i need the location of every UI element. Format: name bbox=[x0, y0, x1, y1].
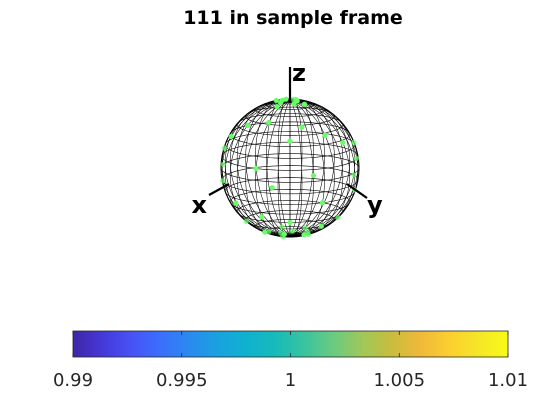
longitude-line bbox=[289, 98, 314, 236]
longitude-line bbox=[255, 100, 291, 237]
data-point bbox=[290, 96, 296, 102]
axis-z-label: z bbox=[292, 59, 306, 87]
data-point bbox=[269, 185, 275, 191]
data-point bbox=[274, 104, 280, 110]
data-point bbox=[266, 119, 272, 126]
chart-title: 111 in sample frame bbox=[183, 7, 403, 29]
data-point bbox=[304, 229, 311, 236]
data-point bbox=[220, 161, 226, 167]
data-point bbox=[259, 214, 265, 220]
data-point bbox=[299, 124, 305, 130]
longitude-line bbox=[289, 99, 344, 236]
longitude-line bbox=[266, 100, 291, 238]
colorbar-tick-label: 1 bbox=[285, 370, 296, 391]
data-point bbox=[340, 140, 346, 146]
data-point bbox=[335, 214, 341, 221]
axis-y-line bbox=[346, 183, 368, 199]
data-point bbox=[353, 155, 359, 162]
data-point bbox=[301, 101, 308, 107]
data-point bbox=[233, 200, 239, 206]
data-point bbox=[273, 97, 279, 104]
data-point bbox=[243, 218, 249, 224]
colorbar-tick-label: 1.01 bbox=[488, 370, 528, 391]
colorbar-tick-label: 0.995 bbox=[156, 370, 208, 391]
data-point bbox=[302, 225, 308, 231]
data-point bbox=[289, 228, 296, 234]
axis-x-label: x bbox=[192, 191, 208, 219]
axis-y-label: y bbox=[367, 191, 383, 219]
data-point bbox=[287, 138, 293, 144]
data-point bbox=[287, 219, 293, 225]
data-point bbox=[279, 224, 285, 230]
data-point bbox=[351, 172, 357, 178]
longitude-line bbox=[289, 100, 325, 237]
axis-x-line bbox=[208, 183, 230, 196]
data-point bbox=[266, 228, 272, 235]
longitude-line bbox=[289, 99, 335, 236]
data-point bbox=[253, 165, 259, 172]
sample-axes: z x y bbox=[192, 59, 383, 219]
data-point bbox=[322, 132, 328, 138]
colorbar-ticks: 0.99 0.995 1 1.005 1.01 bbox=[53, 331, 528, 391]
data-point bbox=[310, 172, 317, 179]
data-point bbox=[351, 139, 357, 146]
colorbar-gradient bbox=[72, 330, 509, 358]
data-points bbox=[220, 96, 359, 240]
data-point bbox=[262, 229, 268, 235]
data-point bbox=[220, 178, 226, 184]
data-point bbox=[221, 145, 227, 151]
colorbar-tick-label: 0.99 bbox=[53, 370, 93, 391]
data-point bbox=[318, 223, 324, 229]
data-point bbox=[278, 99, 284, 106]
data-point bbox=[291, 101, 297, 107]
data-point bbox=[280, 234, 286, 240]
data-point bbox=[319, 200, 326, 206]
colorbar-tick-label: 1.005 bbox=[373, 370, 425, 391]
data-point bbox=[228, 133, 234, 140]
longitude-line bbox=[289, 99, 325, 236]
data-point bbox=[245, 122, 251, 128]
colorbar: 0.99 0.995 1 1.005 1.01 bbox=[53, 330, 528, 391]
